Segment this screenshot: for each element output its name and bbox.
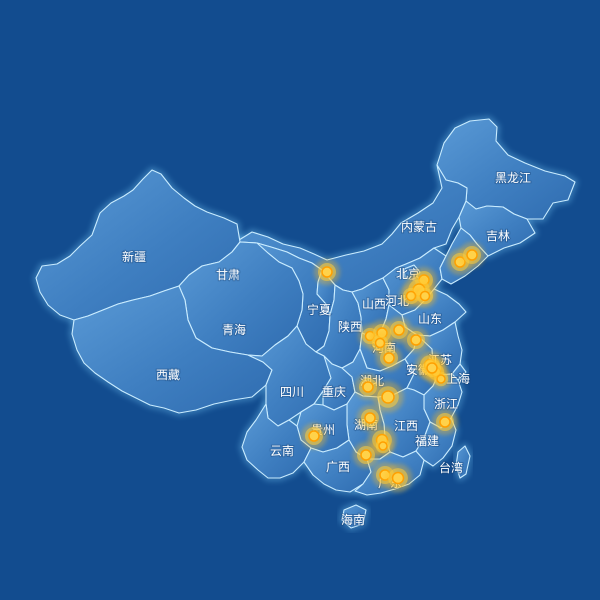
province-label-taiwan: 台湾 — [439, 460, 463, 475]
province-label-xizang: 西藏 — [156, 368, 180, 382]
location-marker[interactable] — [432, 409, 458, 435]
location-marker[interactable] — [372, 381, 404, 413]
province-label-shanghai: 上海 — [446, 371, 470, 386]
province-label-yunnan: 云南 — [270, 443, 294, 458]
province-label-hainan: 海南 — [341, 512, 365, 527]
location-marker[interactable] — [459, 242, 485, 268]
province-hainan[interactable] — [341, 504, 367, 529]
province-label-fujian: 福建 — [415, 433, 439, 448]
province-label-shaanxi: 陕西 — [338, 319, 362, 334]
province-yunnan[interactable] — [241, 403, 312, 479]
province-label-zhejiang: 浙江 — [434, 397, 458, 411]
province-taiwan[interactable] — [455, 445, 471, 479]
province-label-guangxi: 广西 — [326, 460, 350, 474]
province-label-heilongjiang: 黑龙江 — [495, 171, 531, 185]
province-label-jilin: 吉林 — [486, 229, 510, 243]
province-label-sichuan: 四川 — [280, 385, 304, 399]
location-marker[interactable] — [357, 405, 383, 431]
location-marker[interactable] — [301, 423, 327, 449]
location-marker[interactable] — [372, 435, 394, 457]
province-label-jiangxi: 江西 — [394, 419, 418, 433]
location-marker[interactable] — [403, 327, 429, 353]
location-marker[interactable] — [383, 463, 413, 493]
province-label-chongqing: 重庆 — [322, 385, 346, 399]
location-marker[interactable] — [376, 345, 402, 371]
province-label-qinghai: 青海 — [222, 322, 246, 337]
province-label-gansu: 甘肃 — [216, 268, 240, 282]
province-label-neimenggu: 内蒙古 — [401, 219, 437, 234]
province-label-shandong: 山东 — [418, 312, 442, 326]
location-marker[interactable] — [419, 355, 445, 381]
province-label-ningxia: 宁夏 — [307, 302, 331, 317]
location-marker[interactable] — [353, 442, 379, 468]
location-marker[interactable] — [314, 259, 340, 285]
province-label-shanxi: 山西 — [362, 297, 386, 311]
province-label-xinjiang: 新疆 — [122, 249, 146, 264]
location-marker[interactable] — [413, 284, 437, 308]
marker-layer — [301, 242, 485, 493]
